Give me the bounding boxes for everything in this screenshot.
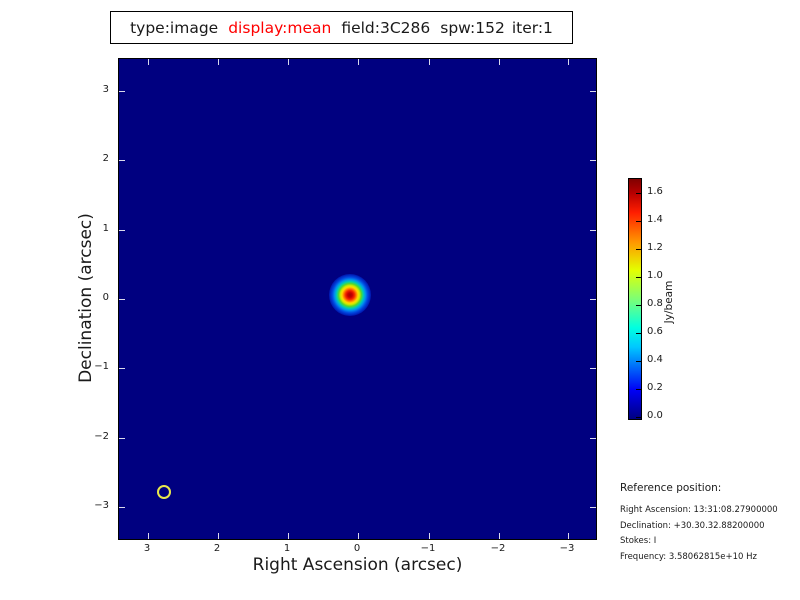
colorbar-tick xyxy=(636,277,641,278)
region-marker-circle[interactable] xyxy=(157,485,171,499)
y-tick-label: −3 xyxy=(94,500,109,511)
tick-mark xyxy=(590,507,596,508)
reference-right-ascension: Right Ascension: 13:31:08.27900000 xyxy=(620,505,778,515)
tick-mark xyxy=(568,59,569,65)
colorbar-tick-label: 1.0 xyxy=(647,270,663,281)
y-tick-label: 1 xyxy=(102,223,109,234)
point-source-3c286 xyxy=(329,274,371,316)
x-tick-label: −2 xyxy=(490,543,506,554)
colorbar-tick-label: 0.4 xyxy=(647,354,663,365)
x-axis-tick-labels: 3 2 1 0 −1 −2 −3 xyxy=(118,543,597,555)
colorbar-tick-label: 0.6 xyxy=(647,326,663,337)
x-tick-label: 0 xyxy=(353,543,361,554)
tick-mark xyxy=(148,59,149,65)
title-seg-iter: iter:1 xyxy=(511,18,553,37)
tick-mark xyxy=(568,533,569,539)
title-seg-display: display:mean xyxy=(228,18,332,37)
y-tick-label: 3 xyxy=(102,84,109,95)
tick-mark xyxy=(119,507,125,508)
y-axis-tick-labels: 3 2 1 0 −1 −2 −3 xyxy=(68,58,112,540)
x-axis-title: Right Ascension (arcsec) xyxy=(252,555,463,575)
colorbar-tick-label: 1.6 xyxy=(647,186,663,197)
colorbar-tick xyxy=(636,221,641,222)
colorbar-tick-labels: 1.6 1.4 1.2 1.0 0.8 0.6 0.4 0.2 0.0 xyxy=(647,178,677,421)
y-tick-label: 2 xyxy=(102,153,109,164)
colorbar-tick-label: 1.2 xyxy=(647,242,663,253)
tick-mark xyxy=(119,438,125,439)
sky-image-canvas[interactable] xyxy=(118,58,597,540)
colorbar-tick-label: 0.2 xyxy=(647,382,663,393)
colorbar-tick-label: 1.4 xyxy=(647,214,663,225)
tick-mark xyxy=(288,533,289,539)
tick-mark xyxy=(358,533,359,539)
colorbar-tick xyxy=(636,305,641,306)
y-tick-label: 0 xyxy=(102,292,109,303)
colorbar-tick xyxy=(636,333,641,334)
y-tick-label: −2 xyxy=(94,431,109,442)
colorbar-tick-label: 0.0 xyxy=(647,410,663,421)
tick-mark xyxy=(590,230,596,231)
tick-mark xyxy=(590,299,596,300)
reference-position-block: Reference position: Right Ascension: 13:… xyxy=(620,482,795,565)
tick-mark xyxy=(218,59,219,65)
reference-declination: Declination: +30.30.32.88200000 xyxy=(620,520,765,531)
title-seg-field: field:3C286 xyxy=(341,18,431,37)
tick-mark xyxy=(288,59,289,65)
y-tick-label: −1 xyxy=(94,361,109,372)
reference-stokes: Stokes: I xyxy=(620,536,657,546)
tick-mark xyxy=(590,91,596,92)
plot-title-box: type:image display:mean field:3C286 spw:… xyxy=(110,11,573,44)
tick-mark xyxy=(429,533,430,539)
reference-frequency: Frequency: 3.58062815e+10 Hz xyxy=(620,551,757,562)
tick-mark xyxy=(119,368,125,369)
tick-mark xyxy=(218,533,219,539)
x-tick-label: −3 xyxy=(559,543,575,554)
colorbar xyxy=(628,178,642,420)
x-tick-label: 3 xyxy=(143,543,151,554)
tick-mark xyxy=(499,533,500,539)
colorbar-tick xyxy=(636,193,641,194)
colorbar-tick xyxy=(636,417,641,418)
x-tick-label: 2 xyxy=(213,543,221,554)
tick-mark xyxy=(119,230,125,231)
tick-mark xyxy=(429,59,430,65)
title-seg-spw: spw:152 xyxy=(440,18,505,37)
title-seg-type: type:image xyxy=(130,18,219,37)
colorbar-tick xyxy=(636,361,641,362)
colorbar-tick xyxy=(636,249,641,250)
tick-mark xyxy=(119,160,125,161)
tick-mark xyxy=(590,160,596,161)
tick-mark xyxy=(590,438,596,439)
tick-mark xyxy=(590,368,596,369)
reference-position-header: Reference position: xyxy=(620,482,722,494)
x-tick-label: −1 xyxy=(420,543,436,554)
colorbar-unit-label: Jy/beam xyxy=(663,280,675,324)
tick-mark xyxy=(499,59,500,65)
tick-mark xyxy=(119,299,125,300)
y-axis-title: Declination (arcsec) xyxy=(76,213,96,383)
tick-mark xyxy=(358,59,359,65)
tick-mark xyxy=(148,533,149,539)
x-tick-label: 1 xyxy=(283,543,291,554)
colorbar-tick-label: 0.8 xyxy=(647,298,663,309)
tick-mark xyxy=(119,91,125,92)
colorbar-tick xyxy=(636,389,641,390)
